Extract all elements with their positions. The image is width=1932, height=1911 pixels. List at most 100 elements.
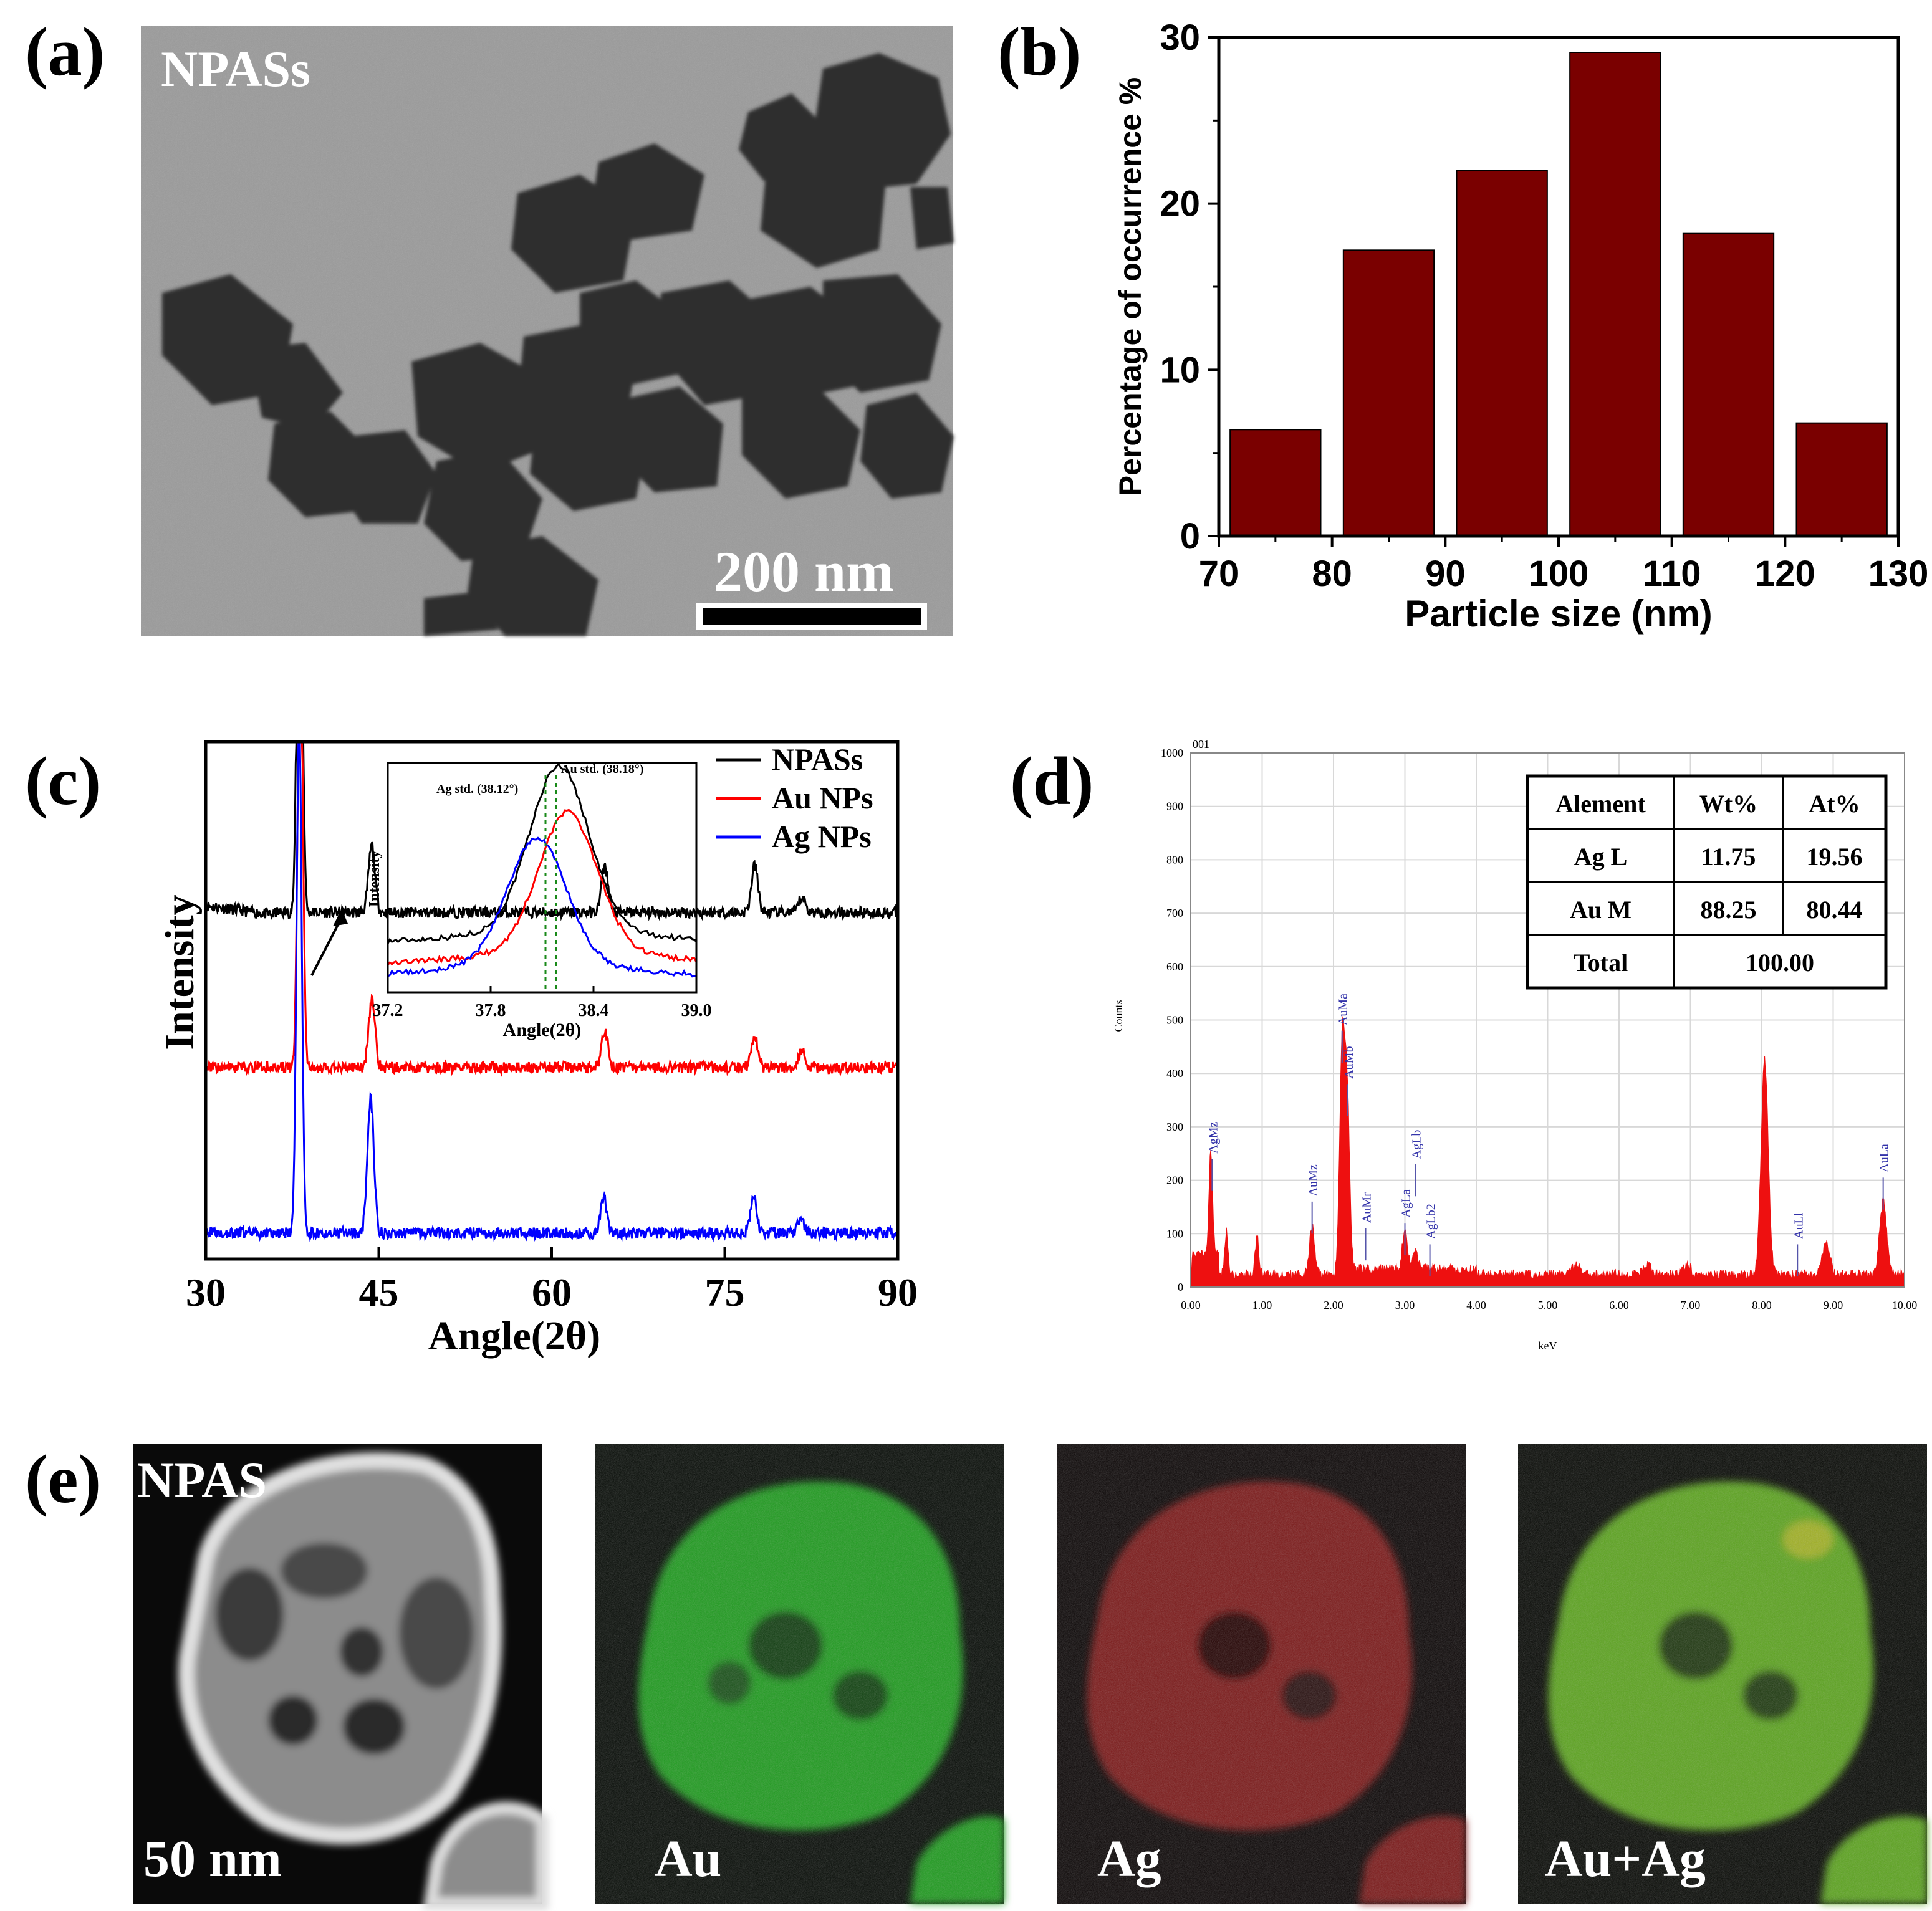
y-tick-label: 500 — [1166, 1014, 1183, 1027]
xrd-series-line — [204, 740, 898, 1243]
elemental-maps: NPAS 50 nm Au A — [133, 1444, 1927, 1910]
ag-map-label: Ag — [1097, 1830, 1161, 1888]
table-cell: Ag L — [1574, 843, 1628, 871]
x-tick-label: 90 — [1425, 553, 1466, 594]
table-cell: 88.25 — [1701, 896, 1757, 924]
ag-std-label: Ag std. (38.12°) — [436, 782, 518, 796]
x-tick-label: 120 — [1755, 553, 1815, 594]
plot-frame — [1190, 752, 1905, 1288]
y-axis-title: Counts — [1112, 1000, 1125, 1032]
histogram-bar — [1229, 429, 1322, 537]
histogram-bar — [1456, 170, 1548, 537]
peak-label: AuMz — [1307, 1164, 1320, 1196]
x-tick-label: 110 — [1643, 553, 1701, 594]
nanoparticle-cluster — [162, 53, 954, 636]
x-tick-label: 0.00 — [1181, 1299, 1201, 1311]
au-std-label: Au std. (38.18°) — [561, 762, 643, 776]
x-tick-label: 6.00 — [1609, 1299, 1629, 1311]
scale-bar — [703, 608, 921, 625]
peak-label: AuMr — [1360, 1192, 1374, 1223]
inset-y-title: Intensity — [367, 851, 383, 908]
peak-label: AuMa — [1337, 994, 1350, 1025]
inset-frame — [387, 762, 698, 994]
x-tick-label: 8.00 — [1752, 1299, 1772, 1311]
inset-x-tick-label: 37.8 — [476, 1001, 506, 1020]
inset-x-tick-label: 37.2 — [373, 1001, 403, 1020]
y-tick-label: 600 — [1166, 960, 1183, 973]
x-tick-label: 100 — [1529, 553, 1589, 594]
inset-arrow-head — [333, 909, 348, 926]
panel-label-c: (c) — [25, 743, 101, 819]
inset-curve — [387, 808, 698, 966]
table-cell: Total — [1574, 949, 1628, 977]
y-tick-label: 800 — [1166, 853, 1183, 866]
spectrum-id: 001 — [1193, 738, 1209, 750]
map-ag: Ag — [1057, 1444, 1466, 1904]
x-tick-label: 60 — [532, 1270, 572, 1315]
x-tick-label: 10.00 — [1892, 1299, 1918, 1311]
xrd-series-line — [204, 740, 898, 1077]
table-header: At% — [1809, 790, 1860, 818]
inset-x-title: Angle(2θ) — [503, 1020, 582, 1040]
panel-label-e: (e) — [25, 1441, 101, 1517]
x-axis-title: keV — [1539, 1339, 1557, 1352]
x-tick-label: 75 — [705, 1270, 745, 1315]
peak-label: AgLb2 — [1425, 1204, 1438, 1239]
y-tick-label: 10 — [1160, 350, 1200, 390]
x-tick-label: 130 — [1868, 553, 1929, 594]
y-tick-label: 0 — [1180, 516, 1200, 557]
table-header: Wt% — [1699, 790, 1757, 818]
au-ag-map-label: Au+Ag — [1545, 1830, 1706, 1888]
inset-curve — [387, 762, 698, 944]
tem-image-panel: NPASs 200 nm — [141, 26, 954, 636]
y-tick-label: 300 — [1166, 1121, 1183, 1133]
eds-spectrum — [1190, 1016, 1905, 1288]
inset-curve — [387, 836, 697, 978]
x-tick-label: 2.00 — [1324, 1299, 1343, 1311]
histogram-bar — [1342, 249, 1435, 537]
npas-map-label: NPAS — [137, 1452, 267, 1508]
x-tick-label: 90 — [878, 1270, 918, 1315]
y-tick-label: 1000 — [1161, 747, 1183, 759]
x-tick-label: 80 — [1312, 553, 1352, 594]
peak-label: AuLa — [1878, 1144, 1891, 1172]
tem-label: NPASs — [161, 41, 310, 97]
legend-label: Ag NPs — [772, 819, 872, 854]
x-tick-label: 45 — [359, 1270, 399, 1315]
x-tick-label: 3.00 — [1395, 1299, 1415, 1311]
panel-label-d: (d) — [1010, 743, 1093, 819]
peak-label: AgLa — [1400, 1189, 1413, 1218]
peak-label: AgMz — [1206, 1122, 1220, 1154]
au-map-label: Au — [655, 1830, 721, 1888]
table-cell: 80.44 — [1807, 896, 1863, 924]
y-tick-label: 900 — [1166, 800, 1183, 813]
legend-label: Au NPs — [772, 780, 873, 815]
map-npas: NPAS 50 nm — [133, 1444, 549, 1910]
peak-label: AgLb — [1410, 1130, 1424, 1159]
panel-label-a: (a) — [25, 14, 105, 90]
y-axis-title: Percentage of occurrence % — [1113, 77, 1148, 497]
legend-label: NPASs — [772, 742, 863, 777]
table-cell: 19.56 — [1807, 843, 1863, 871]
y-axis-title: Intensity — [157, 894, 203, 1050]
y-tick-label: 20 — [1160, 184, 1200, 224]
xrd-series-line — [204, 740, 898, 921]
x-tick-label: 5.00 — [1538, 1299, 1558, 1311]
histogram-bar — [1569, 52, 1661, 537]
x-tick-label: 9.00 — [1824, 1299, 1843, 1311]
histogram-bar — [1682, 232, 1775, 537]
inset-arrow — [310, 917, 343, 976]
x-axis-title: Angle(2θ) — [428, 1313, 600, 1359]
x-tick-label: 7.00 — [1681, 1299, 1701, 1311]
y-tick-label: 700 — [1166, 907, 1183, 919]
inset-x-tick-label: 38.4 — [579, 1001, 609, 1020]
inset-x-tick-label: 39.0 — [681, 1001, 712, 1020]
panel-label-b: (b) — [997, 14, 1081, 90]
peak-label: AuLl — [1792, 1212, 1805, 1239]
y-tick-label: 400 — [1166, 1067, 1183, 1080]
y-tick-label: 0 — [1178, 1281, 1183, 1293]
x-tick-label: 30 — [186, 1270, 226, 1315]
x-tick-label: 1.00 — [1252, 1299, 1272, 1311]
